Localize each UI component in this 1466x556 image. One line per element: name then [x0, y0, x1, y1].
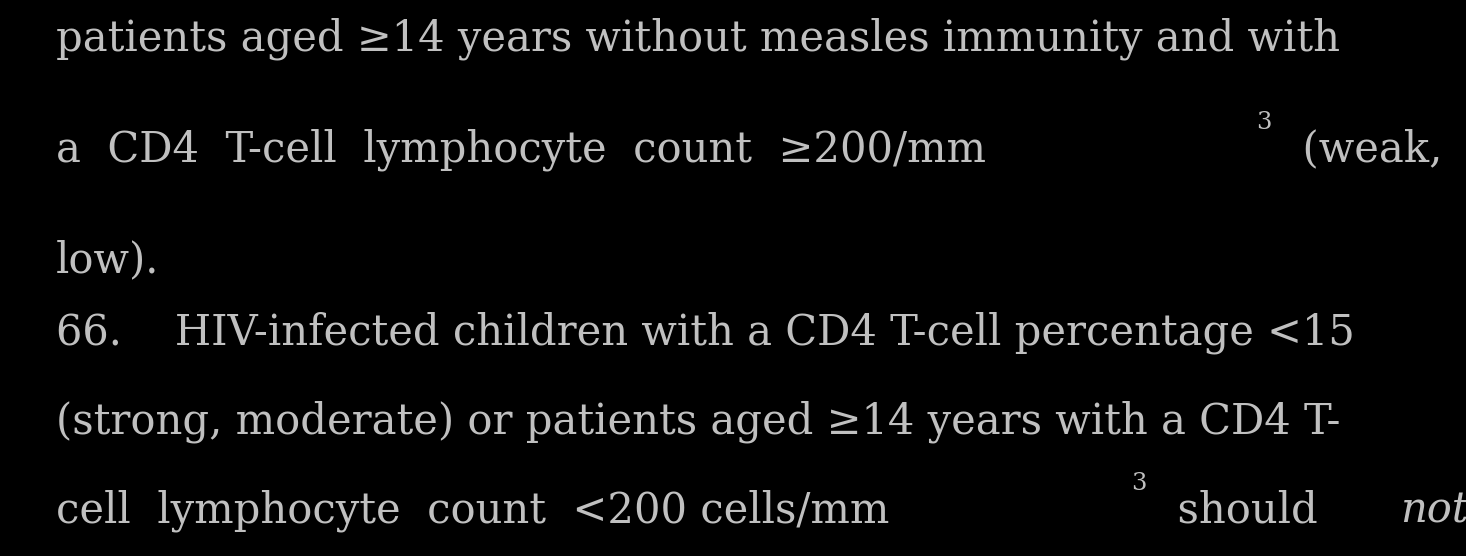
Text: cell  lymphocyte  count  <200 cells/mm: cell lymphocyte count <200 cells/mm	[56, 490, 888, 532]
Text: should: should	[1151, 490, 1344, 532]
Text: (weak,  very: (weak, very	[1275, 128, 1466, 171]
Text: low).: low).	[56, 240, 160, 281]
Text: a  CD4  T-cell  lymphocyte  count  ≥200/mm: a CD4 T-cell lymphocyte count ≥200/mm	[56, 128, 985, 171]
Text: 3: 3	[1256, 111, 1271, 134]
Text: 66.    HIV-infected children with a CD4 T-cell percentage <15: 66. HIV-infected children with a CD4 T-c…	[56, 312, 1355, 354]
Text: 3: 3	[1132, 473, 1146, 495]
Text: (strong, moderate) or patients aged ≥14 years with a CD4 T-: (strong, moderate) or patients aged ≥14 …	[56, 401, 1340, 443]
Text: not: not	[1400, 490, 1466, 532]
Text: patients aged ≥14 years without measles immunity and with: patients aged ≥14 years without measles …	[56, 17, 1340, 59]
